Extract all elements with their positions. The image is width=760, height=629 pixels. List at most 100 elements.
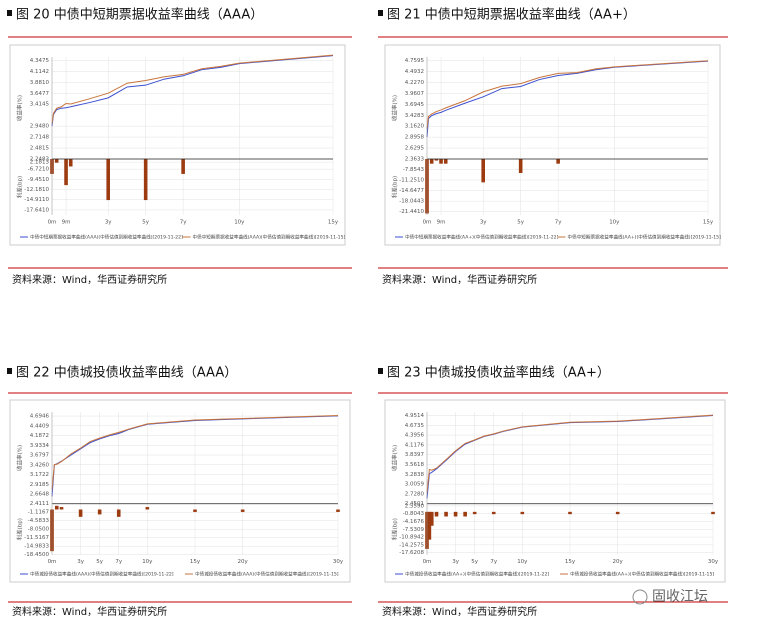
bar	[444, 511, 448, 517]
y-axis-label: 收益率(%)	[16, 445, 24, 471]
y-tick-label: 4.4932	[405, 69, 424, 75]
bar	[143, 159, 148, 201]
y-tick-label: -10.8942	[399, 535, 424, 541]
y-tick-label: 4.3475	[30, 58, 50, 64]
y-tick-label: 2.2483	[30, 157, 50, 163]
y-tick-label: 2.9185	[30, 482, 50, 488]
bar	[615, 511, 620, 515]
legend-label: 中债中短期票据收益率曲线(AA+)(中债估值到期收益率曲线)[2019-11-2…	[405, 234, 559, 241]
y-tick-label: 3.4283	[405, 113, 425, 119]
bar	[518, 159, 523, 173]
figure-caption: 图 23 中债城投债收益率曲线（AA+）	[387, 365, 610, 381]
bar	[520, 511, 525, 515]
bar	[68, 159, 73, 167]
series-line	[51, 54, 334, 124]
y-tick-label: 3.8397	[405, 452, 425, 458]
y-tick-label: 4.9514	[405, 413, 425, 419]
y-tick-label: -14.2575	[399, 542, 424, 548]
bar	[193, 509, 197, 512]
bar	[443, 159, 448, 164]
bar	[336, 509, 340, 512]
y-tick-label: 2.3633	[405, 157, 425, 163]
bar	[556, 159, 560, 164]
y-tick-label: 2.8958	[405, 135, 425, 141]
y-tick-label: -9.4510	[28, 177, 50, 183]
y-tick-label: -18.4500	[24, 552, 49, 558]
series-line	[426, 60, 709, 138]
y-tick-label: 2.6648	[30, 491, 50, 497]
x-tick-label: 20y	[238, 559, 249, 565]
x-tick-label: 7y	[115, 559, 122, 565]
rules	[8, 36, 728, 603]
bar	[240, 509, 245, 512]
y-tick-label: 4.1176	[405, 442, 425, 448]
bar	[434, 159, 439, 161]
bar	[145, 507, 150, 510]
bar	[439, 159, 443, 164]
y-tick-label: -18.0443	[399, 199, 424, 205]
x-tick-label: 0m	[423, 220, 432, 226]
chart-frame	[9, 399, 351, 583]
y-axis-label: 利差(bp)	[16, 518, 24, 540]
x-tick-label: 0m	[423, 559, 432, 565]
x-tick-label: 10y	[234, 220, 245, 226]
bar	[472, 511, 477, 515]
source-note: 资料来源：Wind，华西证券研究所	[12, 273, 167, 286]
y-tick-label: -0.8043	[403, 511, 425, 517]
bar	[181, 159, 185, 174]
y-tick-label: 4.1142	[30, 69, 49, 75]
legend-label: 中债中短期票据收益率曲线(AA+)(中债估值到期收益率曲线)[2019-11-1…	[568, 234, 722, 241]
y-tick-label: 4.6946	[30, 414, 50, 420]
y-tick-label: 2.7148	[30, 135, 50, 141]
x-tick-label: 15y	[190, 559, 201, 565]
y-tick-label: -8.0500	[28, 527, 50, 533]
y-tick-label: 3.0059	[405, 482, 425, 488]
x-tick-label: 15y	[703, 220, 714, 226]
x-tick-label: 7y	[180, 220, 187, 226]
x-tick-label: 0m	[48, 220, 57, 226]
y-axis-label: 收益率(%)	[391, 95, 399, 121]
legend-label: 中债城投债收益率曲线(AA+)(中债估值到期收益率曲线)[2019-11-15]	[570, 571, 714, 578]
bar	[54, 159, 59, 163]
y-axis-label: 收益率(%)	[16, 95, 24, 121]
y-axis-label: 收益率(%)	[391, 445, 399, 471]
bar	[116, 509, 121, 517]
x-tick-label: 10y	[517, 559, 528, 565]
source-note: 资料来源：Wind，华西证券研究所	[382, 273, 537, 286]
y-tick-label: -11.2510	[399, 178, 424, 184]
watermark-icon	[632, 589, 648, 605]
y-tick-label: -4.1676	[403, 519, 425, 525]
x-tick-label: 20y	[613, 559, 624, 565]
x-tick-label: 10y	[142, 559, 153, 565]
x-tick-label: 30y	[708, 559, 719, 565]
y-tick-label: 4.3956	[405, 433, 425, 439]
x-tick-label: 3y	[452, 559, 459, 565]
bar	[429, 159, 434, 164]
y-tick-label: 2.4815	[30, 146, 50, 152]
y-axis-label: 利差(bp)	[391, 176, 399, 198]
y-tick-label: -14.9110	[24, 197, 49, 203]
y-tick-label: 3.4260	[30, 462, 50, 468]
x-tick-label: 3y	[480, 220, 487, 226]
x-tick-label: 30y	[333, 559, 344, 565]
y-tick-label: 3.5618	[405, 462, 425, 468]
series-line	[426, 60, 709, 129]
y-tick-label: 2.7280	[405, 491, 425, 497]
bar	[453, 511, 458, 517]
bullet	[378, 368, 383, 374]
y-tick-label: -12.1810	[24, 187, 49, 193]
legend-label: 中债中短期票据收益率曲线(AAA)(中债估值到期收益率曲线)[2019-11-1…	[193, 234, 346, 241]
y-tick-label: -17.6208	[399, 550, 424, 556]
series-line	[51, 414, 339, 490]
bar	[568, 511, 572, 515]
y-tick-label: 2.9480	[30, 124, 50, 130]
x-tick-label: 3y	[105, 220, 112, 226]
y-tick-label: -6.7210	[28, 167, 50, 173]
y-tick-label: -7.5309	[403, 527, 425, 533]
x-tick-label: 3y	[77, 559, 84, 565]
bullet	[7, 10, 12, 16]
x-tick-label: 5y	[471, 559, 478, 565]
y-tick-label: 3.4145	[30, 102, 50, 108]
legend-label: 中债城投债收益率曲线(AAA)(中债估值到期收益率曲线)[2019-11-22]	[30, 571, 174, 578]
